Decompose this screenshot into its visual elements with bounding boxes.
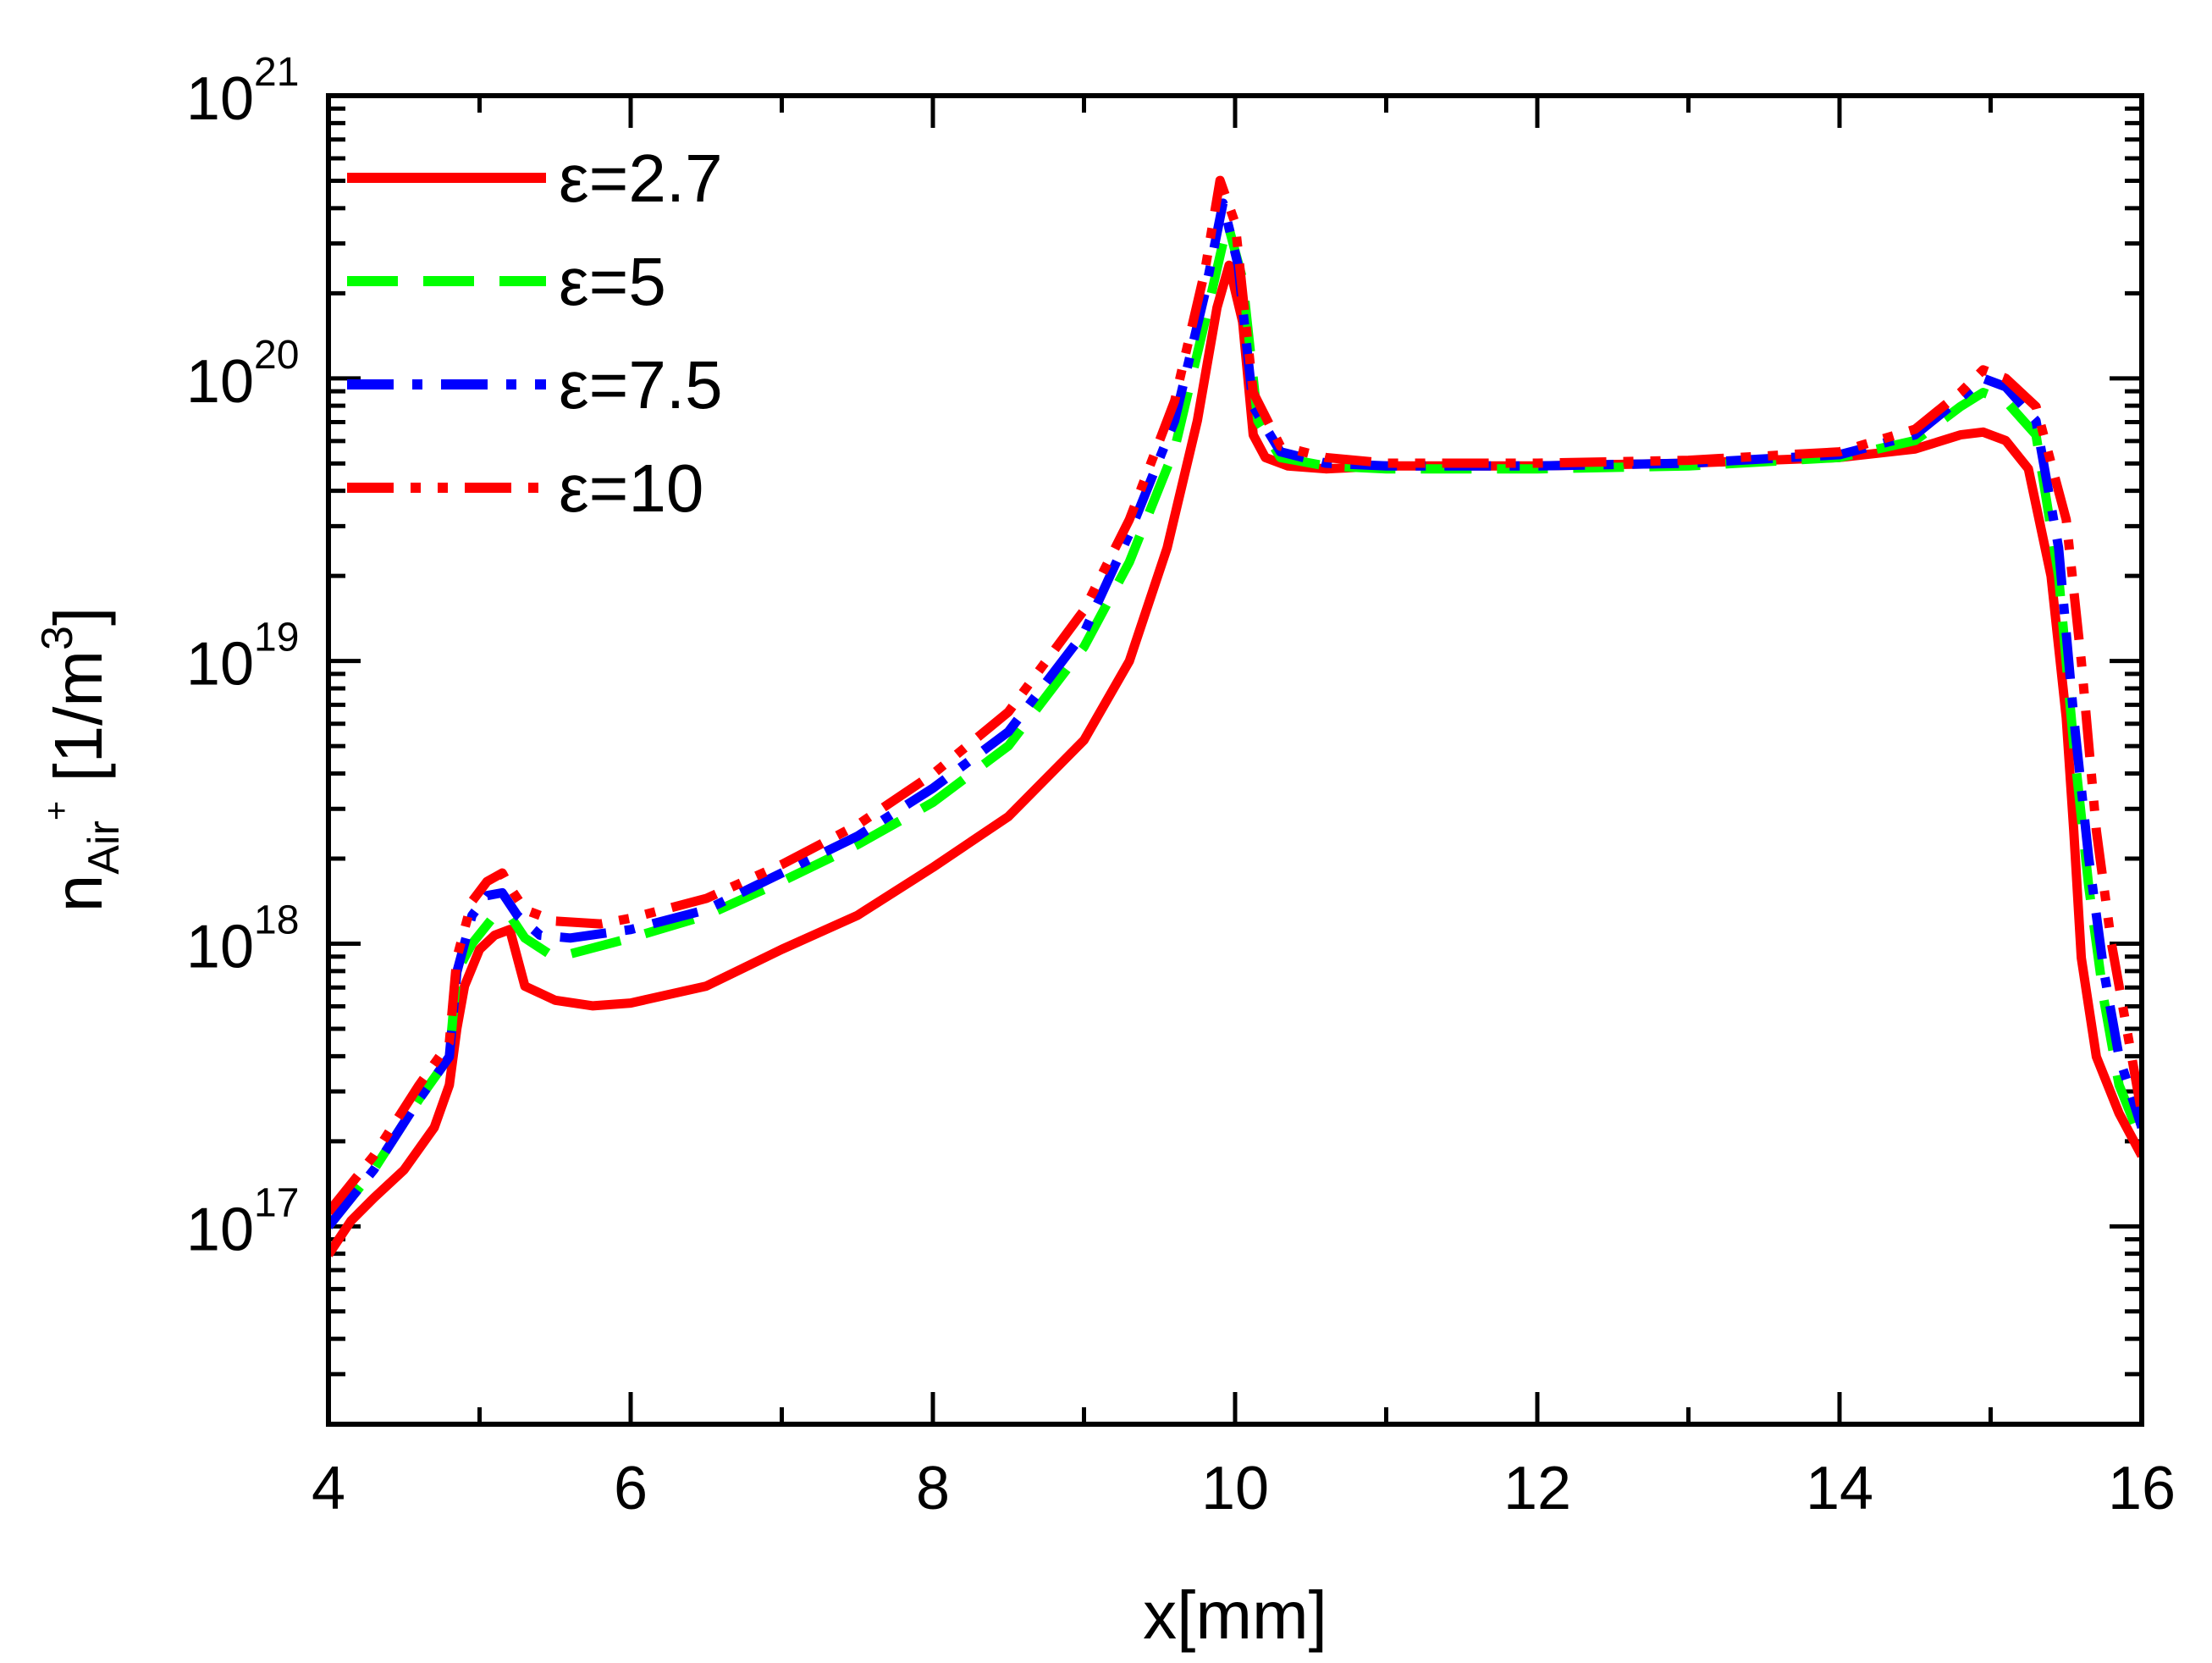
x-tick-labels: 4 6 8 10 12 14 16 (312, 1455, 2176, 1522)
y-tick-label: 10 (186, 1196, 254, 1263)
x-tick-label: 12 (1503, 1455, 1571, 1522)
legend-label-3: ε=7.5 (559, 347, 723, 423)
y-axis-title-sup: + (38, 801, 75, 820)
x-tick-label: 14 (1806, 1455, 1873, 1522)
x-axis-title: x[mm] (1143, 1577, 1327, 1653)
y-tick-label: 10 (186, 348, 254, 416)
x-tick-label: 10 (1201, 1455, 1269, 1522)
y-tick-label: 10 (186, 65, 254, 133)
series-line-4 (328, 175, 2142, 1216)
y-axis-title-unit-sup: 3 (33, 626, 82, 650)
series-layer (328, 175, 2142, 1257)
y-axis-title: nAir + [1/m3] (33, 607, 129, 912)
legend-label-2: ε=5 (559, 244, 666, 319)
plot-frame (326, 93, 2144, 1427)
x-tick-label: 8 (916, 1455, 950, 1522)
legend-label-4: ε=10 (559, 450, 703, 526)
y-tick-label-exponent: 21 (254, 50, 299, 95)
x-tick-label: 4 (312, 1455, 345, 1522)
y-tick-label-exponent: 19 (254, 616, 299, 660)
legend-label-1: ε=2.7 (559, 141, 723, 216)
y-axis-title-base: n (41, 875, 116, 913)
y-axis-title-unit-close: ] (41, 607, 116, 626)
y-axis-title-sub: Air (80, 820, 129, 875)
y-tick-label-exponent: 17 (254, 1180, 299, 1225)
series-line-3 (328, 198, 2142, 1229)
y-tick-label-exponent: 20 (254, 333, 299, 378)
series-line-2 (328, 218, 2142, 1229)
x-tick-label: 6 (614, 1455, 648, 1522)
y-axis-title-unit: [1/m (41, 650, 116, 782)
y-tick-label: 10 (186, 913, 254, 981)
series-line-1 (328, 260, 2142, 1257)
y-tick-label-exponent: 18 (254, 898, 299, 942)
legend: ε=2.7 ε=5 ε=7.5 ε=10 (347, 141, 723, 526)
y-tick-label: 10 (186, 631, 254, 699)
svg-text:nAir+ [1/m3]: nAir + [1/m3] (33, 607, 129, 912)
x-tick-label: 16 (2108, 1455, 2176, 1522)
